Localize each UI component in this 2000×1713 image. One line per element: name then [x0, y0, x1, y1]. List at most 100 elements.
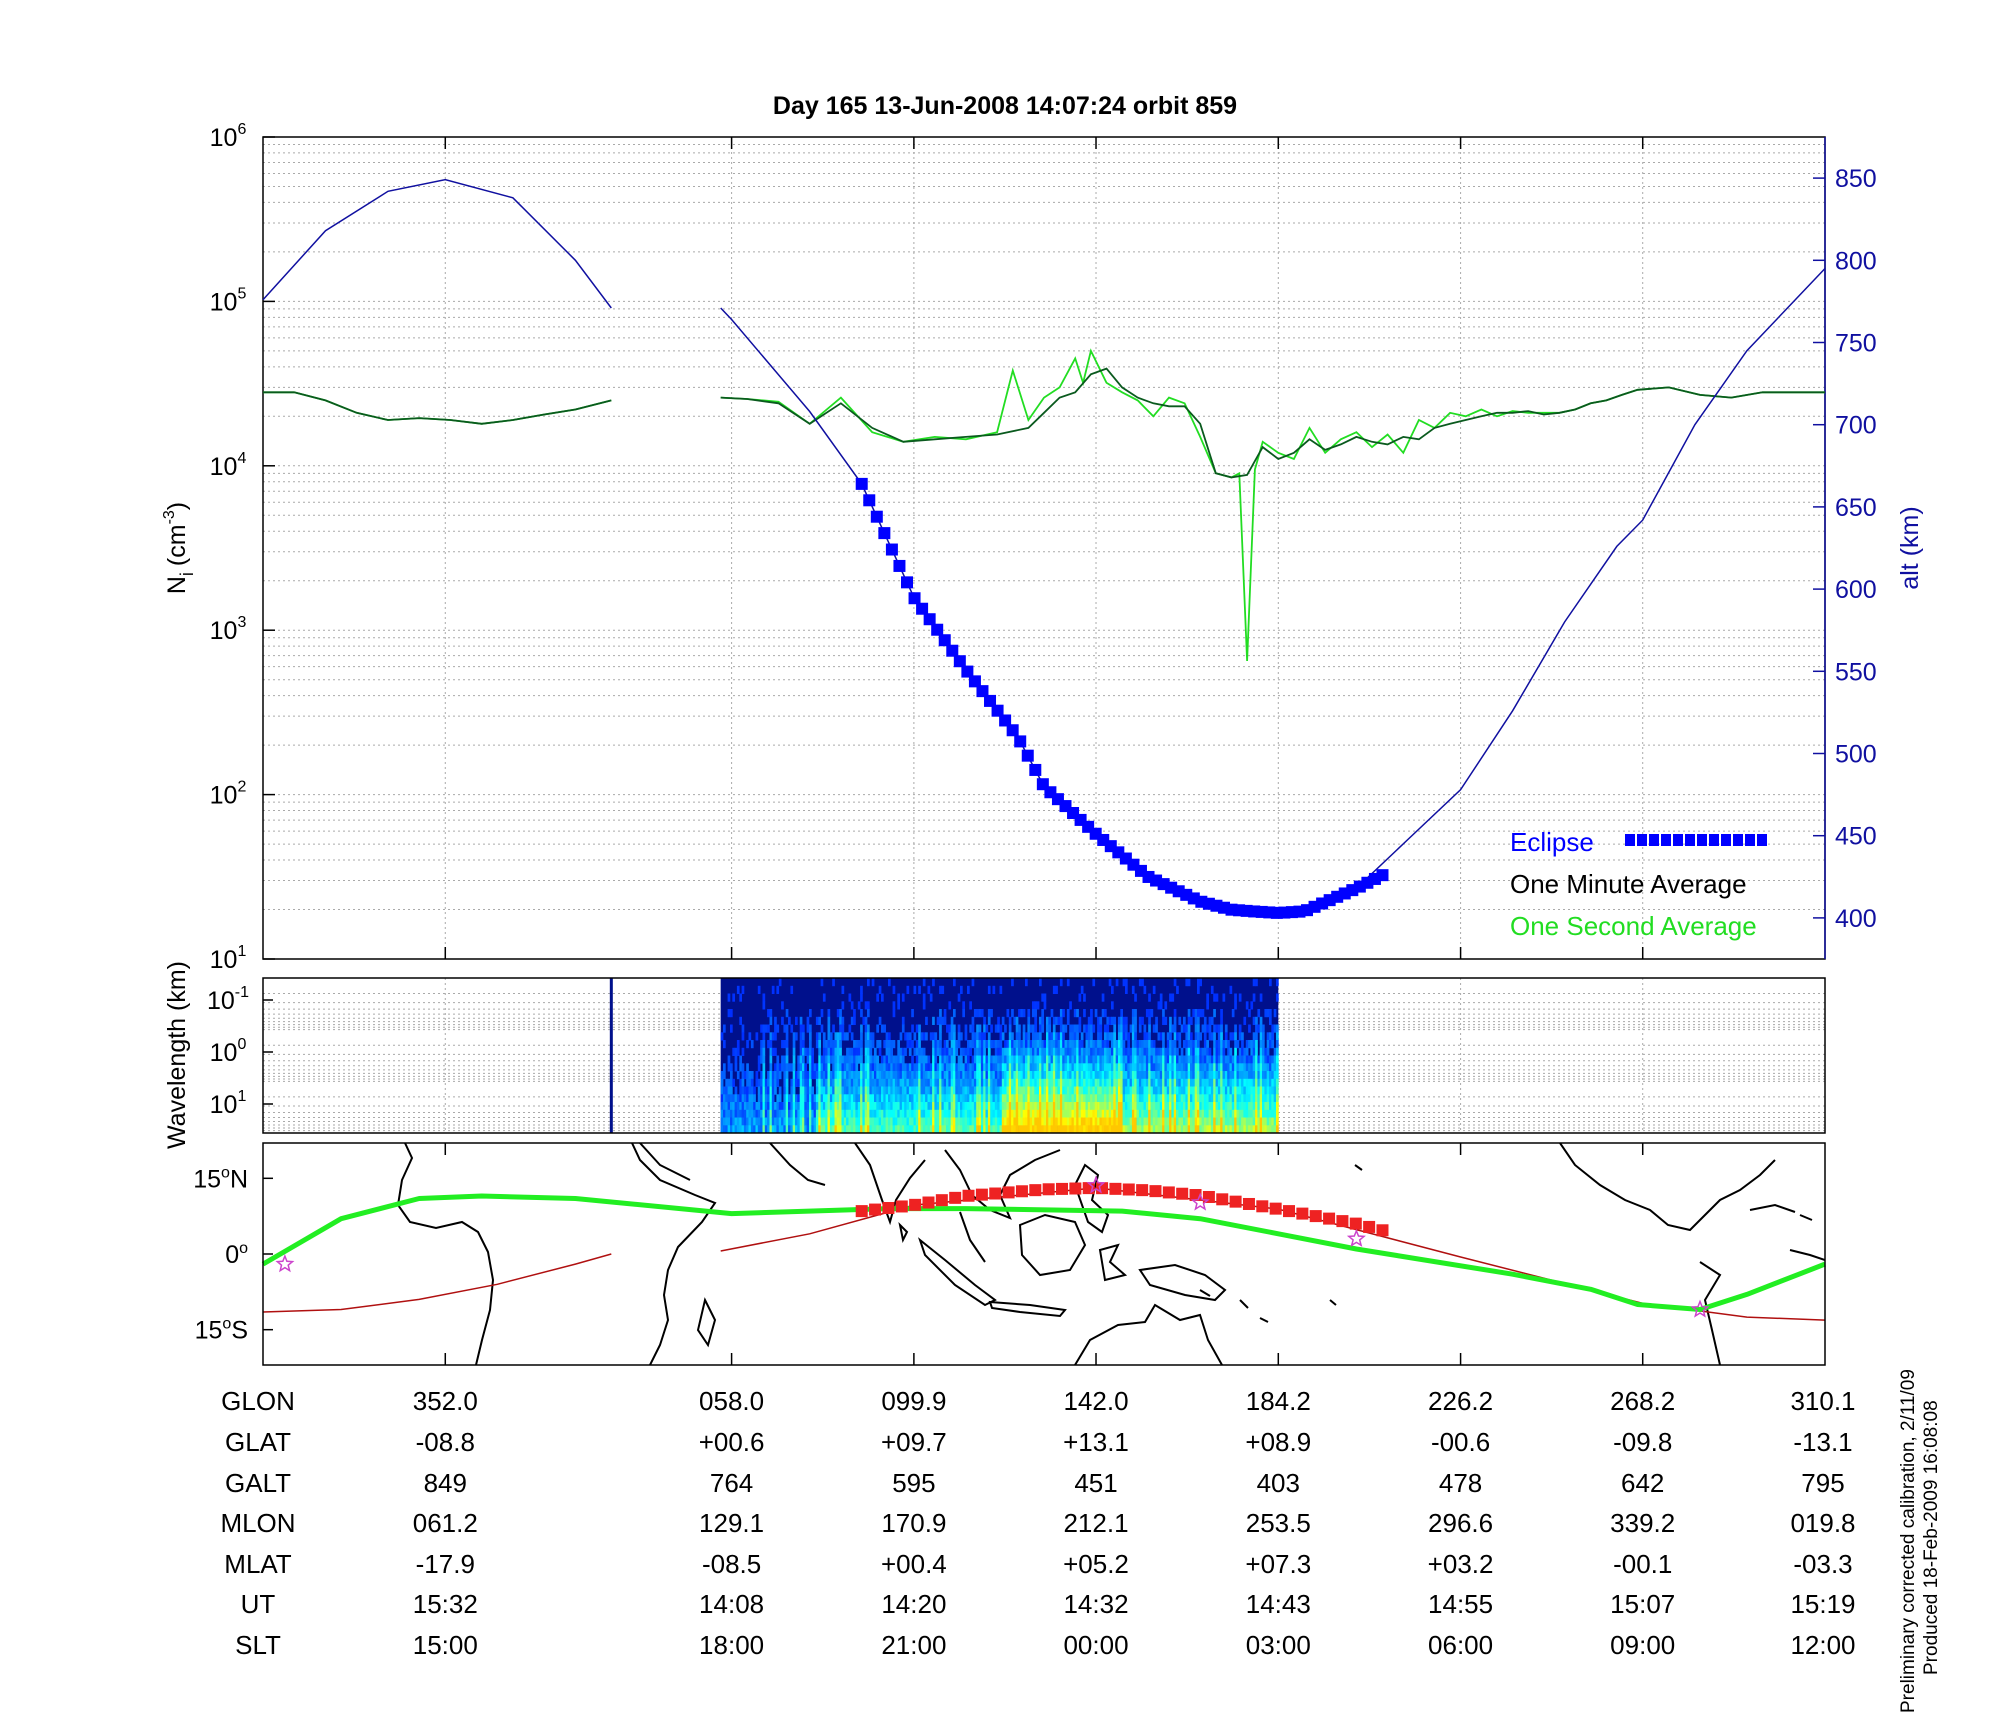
spectrogram-cell: [1141, 1055, 1144, 1064]
spectrogram-cell: [822, 1102, 826, 1111]
spectrogram-cell: [911, 1009, 914, 1018]
spectrogram-cell: [1241, 1032, 1244, 1041]
spectrogram-cell: [980, 1102, 984, 1111]
spectrogram-cell: [1057, 1071, 1061, 1080]
spectrogram-cell: [1111, 1040, 1114, 1049]
spectrogram-cell: [918, 985, 921, 994]
spectrogram-cell: [929, 1078, 933, 1087]
spectrogram-cell: [1032, 1055, 1035, 1064]
spectrogram-cell: [899, 1055, 903, 1064]
spectrogram-cell: [960, 1055, 963, 1064]
spectrogram-cell: [1032, 1078, 1035, 1087]
spectrogram-cell: [836, 1040, 840, 1049]
spectrogram-cell: [978, 1102, 982, 1111]
spectrogram-cell: [1131, 985, 1135, 994]
spectrogram-cell: [864, 1016, 868, 1025]
spectrogram-cell: [860, 1125, 863, 1134]
spectrogram-cell: [741, 1117, 745, 1126]
spectrogram-cell: [890, 1109, 893, 1118]
spectrogram-cell: [976, 1071, 979, 1080]
spectrogram-cell: [1255, 1102, 1258, 1111]
spectrogram-cell: [1099, 1063, 1103, 1072]
spectrogram-cell: [1094, 1094, 1098, 1103]
spectrogram-cell: [1080, 1047, 1084, 1056]
spectrogram-cell: [1234, 993, 1237, 1002]
spectrogram-cell: [1190, 1078, 1193, 1087]
spectrogram-cell: [950, 1117, 954, 1126]
spectrogram-cell: [1087, 1024, 1091, 1033]
spectrogram-cell: [929, 1063, 933, 1072]
spectrogram-cell: [987, 1117, 991, 1126]
spectrogram-cell: [885, 1086, 889, 1095]
spectrogram-cell: [918, 1040, 921, 1049]
spectrogram-cell: [978, 1109, 982, 1118]
spectrogram-cell: [767, 1086, 770, 1095]
spectrogram-cell: [1122, 1024, 1126, 1033]
spectrogram-cell: [757, 1055, 761, 1064]
spectrogram-cell: [762, 1102, 766, 1111]
spectrogram-cell: [1187, 1055, 1191, 1064]
spectrogram-cell: [992, 1055, 996, 1064]
spectrogram-cell: [1050, 1009, 1054, 1018]
spectrogram-cell: [799, 1032, 803, 1041]
spectrogram-cell: [1004, 1040, 1007, 1049]
spectrogram-cell: [957, 993, 961, 1002]
spectrogram-cell: [1090, 1102, 1093, 1111]
spectrogram-cell: [764, 1109, 768, 1118]
table-row-label: GLON: [221, 1386, 295, 1416]
spectrogram-cell: [827, 1094, 831, 1103]
spectrogram-cell: [1029, 1040, 1033, 1049]
spectrogram-cell: [799, 1055, 803, 1064]
spectrogram-cell: [978, 1094, 982, 1103]
spectrogram-cell: [888, 1063, 891, 1072]
spectrogram-cell: [1073, 1094, 1077, 1103]
spectrogram-cell: [1136, 1094, 1140, 1103]
spectrogram-cell: [1173, 1102, 1177, 1111]
spectrogram-cell: [1055, 1016, 1058, 1025]
spectrogram-cell: [839, 1032, 842, 1041]
spectrogram-cell: [769, 1055, 773, 1064]
tick-base: 10: [210, 1091, 238, 1119]
spectrogram-cell: [776, 1102, 780, 1111]
spectrogram-cell: [894, 1071, 898, 1080]
spectrogram-cell: [1115, 978, 1119, 987]
spectrogram-cell: [1210, 1109, 1214, 1118]
spectrogram-cell: [767, 1024, 770, 1033]
spectrogram-cell: [971, 1063, 975, 1072]
spectrogram-cell: [964, 1071, 968, 1080]
spectrogram-cell: [1006, 1009, 1010, 1018]
spectrogram-cell: [1255, 978, 1258, 987]
spectrogram-cell: [1076, 1125, 1079, 1134]
spectrogram-cell: [1138, 1016, 1142, 1025]
spectrogram-cell: [1034, 1094, 1037, 1103]
spectrogram-cell: [1078, 1102, 1082, 1111]
coast-red-sea: [639, 1143, 691, 1181]
spectrogram-cell: [829, 1109, 833, 1118]
spectrogram-cell: [1062, 1032, 1065, 1041]
spectrogram-cell: [1050, 1125, 1054, 1134]
spectrogram-cell: [790, 1024, 794, 1033]
spectrogram-cell: [1176, 1047, 1179, 1056]
spectrogram-cell: [1094, 1071, 1098, 1080]
spectrogram-cell: [785, 1032, 789, 1041]
spectrogram-cell: [1150, 1117, 1154, 1126]
spectrogram-cell: [730, 1102, 733, 1111]
spectrogram-cell: [1164, 1078, 1168, 1087]
spectrogram-cell: [1236, 1063, 1240, 1072]
spectrogram-cell: [920, 1063, 924, 1072]
spectrogram-cell: [918, 1086, 921, 1095]
spectrogram-cell: [1213, 1055, 1216, 1064]
spectrogram-cell: [913, 1117, 917, 1126]
spectrogram-cell: [1113, 1047, 1116, 1056]
spectrogram-cell: [1220, 1063, 1223, 1072]
spectrogram-cell: [783, 1117, 787, 1126]
spectrogram-cell: [1201, 1047, 1205, 1056]
table-cell: 03:00: [1246, 1630, 1311, 1660]
spectrogram-cell: [904, 1109, 907, 1118]
spectrogram-cell: [1171, 1109, 1175, 1118]
spectrogram-cell: [1131, 1032, 1135, 1041]
legend-eclipse-swatch: [1721, 834, 1731, 846]
spectrogram-cell: [1090, 1071, 1093, 1080]
spectrogram-cell: [1194, 1094, 1198, 1103]
spectrogram-cell: [1001, 1055, 1005, 1064]
